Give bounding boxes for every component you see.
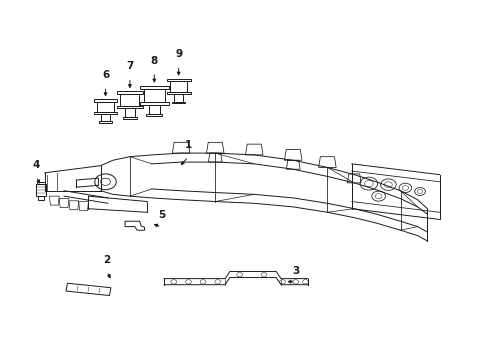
Text: 4: 4: [33, 160, 40, 170]
Text: 1: 1: [184, 140, 192, 150]
Text: 5: 5: [158, 210, 165, 220]
Text: 3: 3: [291, 266, 299, 276]
Text: 6: 6: [102, 70, 109, 80]
Text: 7: 7: [126, 61, 133, 71]
Text: 9: 9: [175, 49, 182, 59]
Text: 8: 8: [150, 55, 158, 66]
Text: 2: 2: [103, 255, 110, 265]
